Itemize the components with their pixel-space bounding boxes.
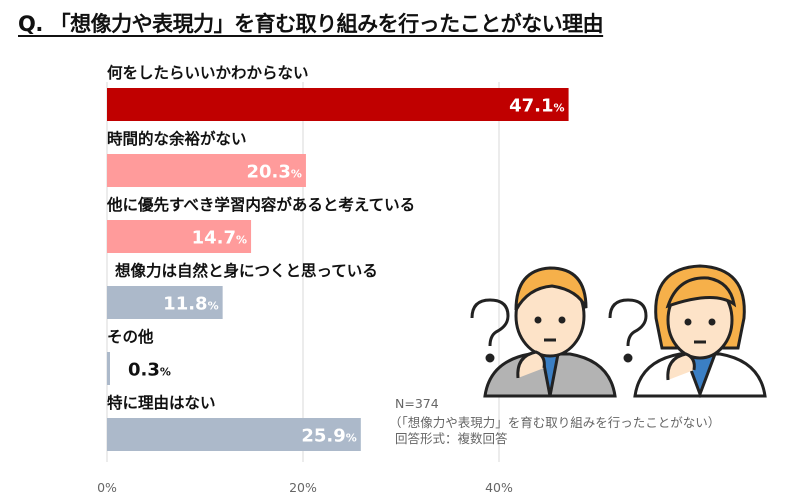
thinking-people-illustration — [470, 264, 767, 398]
category-label: 何をしたらいいかわからない — [107, 63, 309, 82]
bar — [107, 352, 110, 385]
data-label: 47.1% — [509, 96, 564, 117]
category-label: その他 — [107, 327, 154, 346]
sample-size-note: N=374 — [395, 396, 439, 411]
question-mark-icon — [470, 298, 510, 363]
x-tick-label: 20% — [289, 480, 317, 495]
bar — [107, 418, 361, 451]
chart-title: Q. 「想像力や表現力」を育む取り組みを行ったことがない理由 — [18, 12, 604, 36]
answer-format-note: 回答形式：複数回答 — [395, 431, 508, 446]
data-label: 20.3% — [246, 162, 301, 183]
target-note: （「想像力や表現力」を育む取り組みを行ったことがない） — [389, 415, 721, 430]
bar — [107, 88, 569, 121]
category-label: 他に優先すべき学習内容があると考えている — [106, 195, 415, 214]
data-label: 0.3% — [128, 360, 171, 381]
x-tick-label: 0% — [97, 480, 117, 495]
bar — [107, 154, 306, 187]
data-label: 11.8% — [163, 294, 218, 315]
bar — [107, 220, 252, 253]
x-tick-label: 40% — [485, 480, 513, 495]
category-label: 想像力は自然と身につくと思っている — [115, 261, 378, 280]
man-figure — [483, 266, 617, 398]
category-label: 特に理由はない — [107, 393, 216, 412]
woman-figure — [633, 264, 767, 398]
data-label: 25.9% — [301, 426, 356, 447]
bar — [107, 286, 223, 319]
data-label: 14.7% — [192, 228, 247, 249]
category-label: 時間的な余裕がない — [107, 129, 247, 148]
question-mark-icon — [608, 298, 648, 363]
